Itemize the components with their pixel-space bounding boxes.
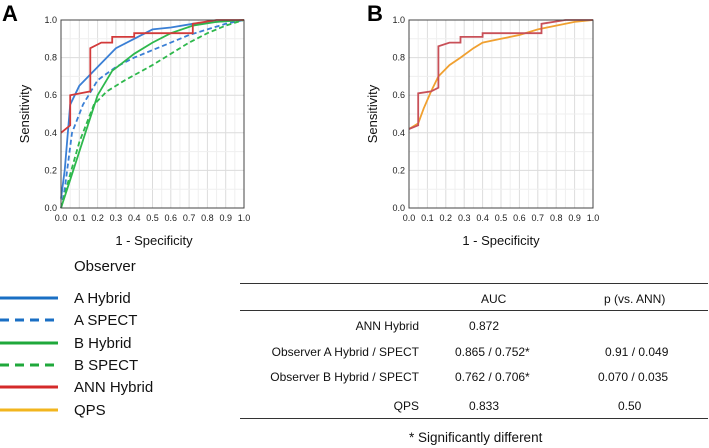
y-tick-label: 1.0	[44, 15, 57, 25]
x-axis-title: 1 - Specificity	[462, 233, 540, 248]
series-line-ann-hybrid	[60, 19, 244, 134]
row-p: 0.50	[618, 399, 642, 413]
y-tick-label: 1.0	[392, 15, 405, 25]
row-auc: 0.872	[469, 319, 500, 333]
x-tick-label: 0.0	[55, 213, 68, 223]
legend-swatch	[0, 408, 58, 412]
x-tick-label: 1.0	[587, 213, 600, 223]
legend-item-qps: QPS	[0, 400, 200, 422]
series-line-b-hybrid	[60, 19, 245, 209]
legend-item-b-spect: B SPECT	[0, 355, 200, 377]
x-tick-label: 0.0	[403, 213, 416, 223]
x-tick-label: 0.4	[476, 213, 489, 223]
legend-swatch	[0, 363, 58, 367]
row-label: Observer A Hybrid / SPECT	[271, 345, 419, 359]
legend-swatch	[0, 341, 58, 345]
table-top-rule	[240, 283, 708, 284]
y-tick-label: 0.0	[392, 203, 405, 213]
legend-item-b-hybrid: B Hybrid	[0, 333, 200, 355]
x-tick-label: 0.9	[568, 213, 581, 223]
x-tick-label: 0.2	[440, 213, 453, 223]
y-tick-label: 0.6	[44, 90, 57, 100]
series-line-a-spect	[60, 19, 245, 209]
legend-swatch	[0, 296, 58, 300]
header-p: p (vs. ANN)	[604, 292, 666, 306]
legend-item-ann-hybrid: ANN Hybrid	[0, 377, 200, 399]
x-tick-label: 0.6	[165, 213, 178, 223]
legend-label: B SPECT	[74, 357, 139, 374]
y-tick-label: 0.6	[392, 90, 405, 100]
y-tick-label: 0.2	[392, 165, 405, 175]
y-axis-title: Sensitivity	[365, 84, 380, 143]
legend-item-a-hybrid: A Hybrid	[0, 288, 200, 310]
row-label: Observer B Hybrid / SPECT	[270, 370, 419, 384]
y-axis-title: Sensitivity	[17, 84, 32, 143]
legend-label: QPS	[74, 402, 106, 419]
legend-label: B Hybrid	[74, 335, 132, 352]
x-tick-label: 0.3	[110, 213, 123, 223]
row-label: QPS	[393, 399, 419, 413]
roc-chart-b: 0.0 0.1 0.2 0.3 0.4 0.5 0.6 0.7 0.8 0.9 1.0 0.0 0.2 0…	[365, 15, 599, 248]
auc-table: AUC p (vs. ANN) ANN Hybrid 0.872 Observe…	[240, 283, 708, 419]
row-auc: 0.833	[469, 399, 500, 413]
x-tick-label: 0.5	[495, 213, 508, 223]
x-tick-label: 0.5	[146, 213, 159, 223]
legend-label: A SPECT	[74, 312, 138, 329]
x-tick-label: 0.8	[550, 213, 563, 223]
y-tick-label: 0.8	[392, 53, 405, 63]
x-tick-label: 0.2	[91, 213, 104, 223]
x-tick-label: 0.7	[183, 213, 196, 223]
y-tick-label: 0.4	[44, 128, 57, 138]
plot-frame	[60, 19, 245, 209]
x-axis-title: 1 - Specificity	[115, 233, 193, 248]
series-line-ann-hybrid	[408, 19, 593, 130]
x-tick-label: 0.1	[73, 213, 86, 223]
panel-b-letter: B	[367, 1, 383, 26]
x-tick-label: 0.7	[532, 213, 545, 223]
x-tick-label: 0.8	[201, 213, 214, 223]
x-tick-label: 0.1	[421, 213, 434, 223]
table-bottom-rule	[240, 418, 708, 419]
legend-swatch	[0, 318, 58, 322]
legend-label: A Hybrid	[74, 290, 131, 307]
plot-frame	[408, 19, 594, 209]
table-header-rule	[240, 310, 708, 311]
y-tick-label: 0.8	[44, 53, 57, 63]
roc-chart-a: 0.0 0.1 0.2 0.3 0.4 0.5 0.6 0.7 0.8 0.9 1.0 0.0 0.2 0…	[17, 15, 250, 248]
legend-title: Observer	[74, 258, 136, 275]
y-tick-label: 0.4	[392, 128, 405, 138]
y-tick-label: 0.2	[44, 165, 57, 175]
x-tick-label: 0.9	[219, 213, 232, 223]
x-tick-label: 0.3	[458, 213, 471, 223]
legend-item-a-spect: A SPECT	[0, 310, 200, 332]
x-tick-label: 0.6	[513, 213, 526, 223]
row-p: 0.91 / 0.049	[605, 345, 669, 359]
footnote: * Significantly different	[409, 430, 543, 445]
legend-swatch	[0, 385, 58, 389]
legend-label: ANN Hybrid	[74, 379, 154, 396]
series-line-b-spect	[60, 19, 245, 209]
roc-charts: A B 0.0 0.1 0.2 0.3 0.4 0.5 0.6 0.7 0.8 0.9 1.00.0…	[2, 1, 599, 248]
panel-a-letter: A	[2, 1, 18, 26]
row-auc: 0.865 / 0.752*	[455, 345, 530, 359]
y-tick-label: 0.0	[44, 203, 57, 213]
row-auc: 0.762 / 0.706*	[455, 370, 530, 384]
x-tick-label: 0.4	[128, 213, 141, 223]
row-label: ANN Hybrid	[355, 319, 419, 333]
header-auc: AUC	[481, 292, 507, 306]
series-line-qps	[408, 19, 594, 130]
row-p: 0.070 / 0.035	[598, 370, 669, 384]
x-tick-label: 1.0	[238, 213, 251, 223]
